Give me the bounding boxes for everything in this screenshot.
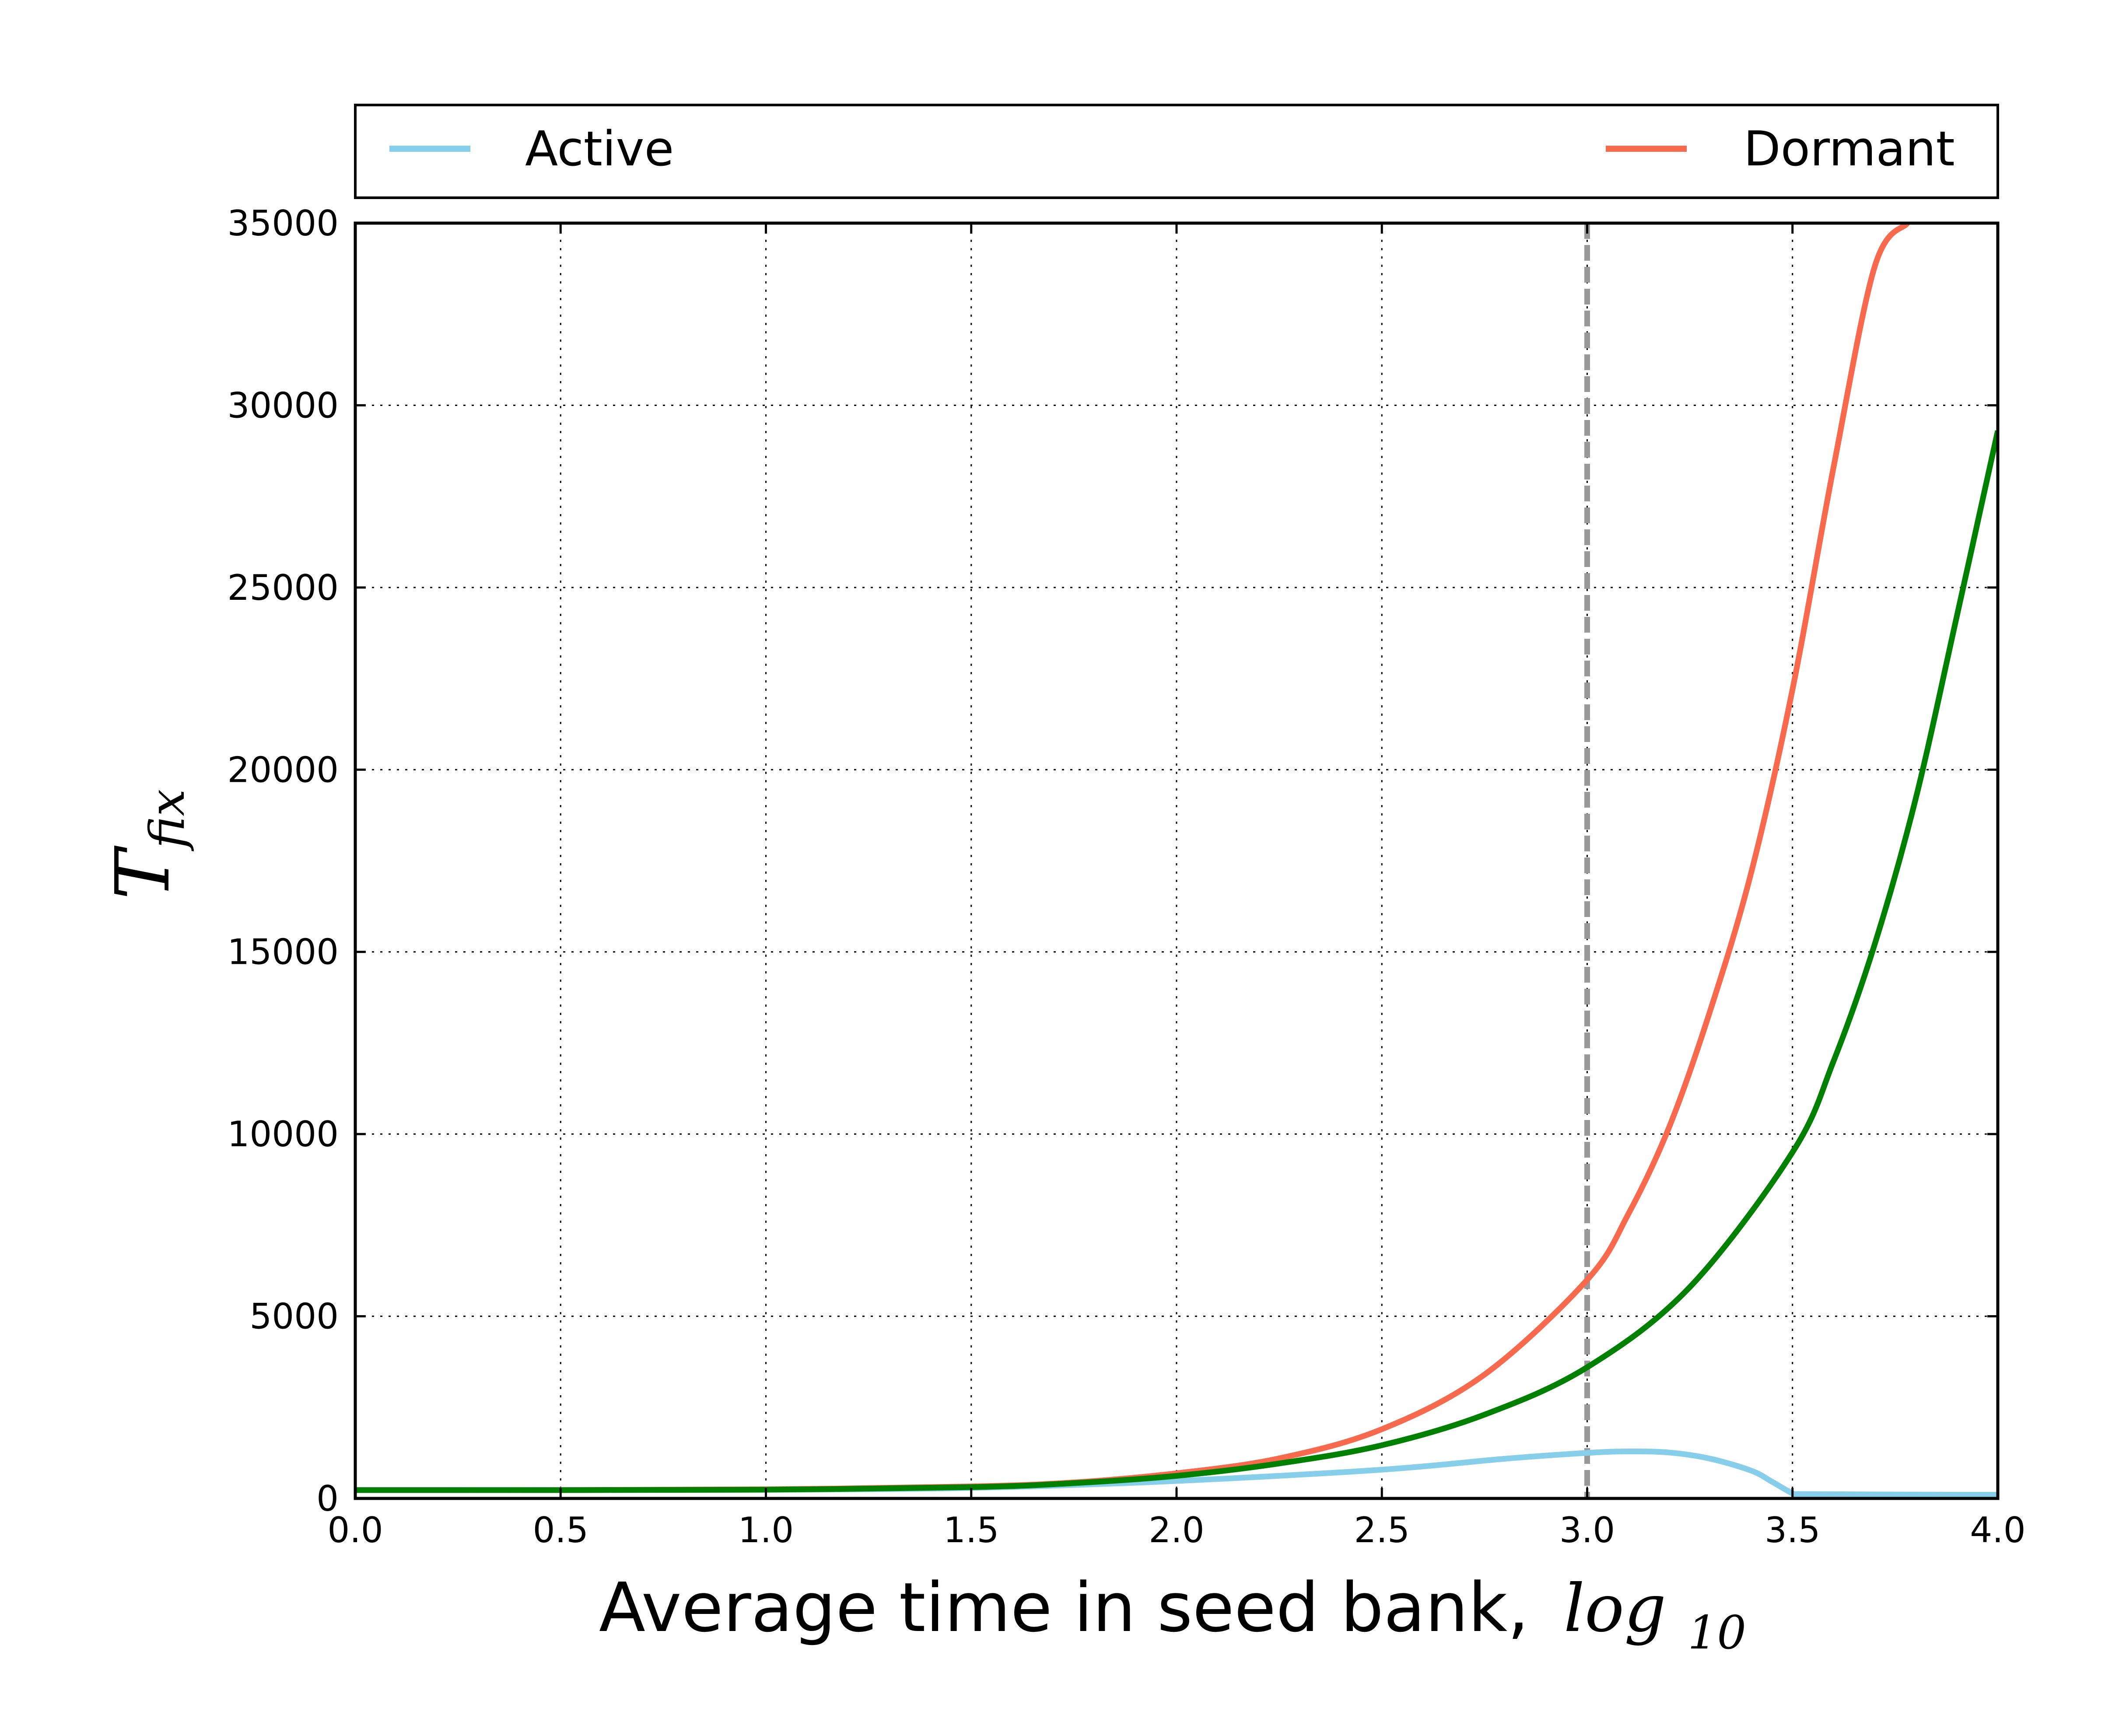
y-tick-label: 10000 [228, 1114, 339, 1155]
legend-label-dormant: Dormant [1744, 121, 1955, 177]
x-tick-label: 4.0 [1970, 1510, 2025, 1550]
ticks: 0.0 0.5 1.0 1.5 2.0 2.5 3.0 3.5 4.0 0 5000 10000 150… [228, 203, 2026, 1550]
series-line-total [355, 430, 1998, 1493]
y-axis-label: T fix [100, 789, 195, 900]
svg-text:T fix: T fix [100, 789, 195, 900]
x-tick-label: 0.5 [533, 1510, 588, 1550]
y-tick-label: 30000 [228, 385, 339, 426]
x-tick-label: 1.5 [943, 1510, 999, 1550]
x-axis-label: Average time in seed bank, log 10 [599, 1568, 1746, 1659]
x-axis-label-text: Average time in seed bank, [599, 1568, 1529, 1647]
x-tick-label: 2.5 [1354, 1510, 1410, 1550]
x-tick-label: 2.0 [1149, 1510, 1204, 1550]
y-axis-label-sub: fix [139, 789, 195, 851]
x-tick-label: 0.0 [327, 1510, 383, 1550]
x-tick-label: 1.0 [738, 1510, 794, 1550]
y-tick-label: 20000 [228, 749, 339, 790]
x-axis-label-math-sub: 10 [1688, 1606, 1746, 1659]
x-axis-label-math: log [1564, 1571, 1666, 1647]
y-tick-label: 15000 [228, 932, 339, 973]
legend: Active Dormant [354, 104, 1999, 199]
y-tick-label: 0 [316, 1478, 339, 1519]
legend-box [354, 104, 1999, 199]
x-tick-label: 3.0 [1559, 1510, 1615, 1550]
x-tick-label: 3.5 [1765, 1510, 1820, 1550]
y-tick-label: 25000 [228, 567, 339, 608]
y-tick-label: 5000 [249, 1296, 339, 1337]
legend-label-active: Active [525, 121, 674, 177]
y-tick-label: 35000 [228, 203, 339, 244]
y-axis-label-main: T [100, 845, 186, 900]
svg-text:Average time in seed bank,: Average time in seed bank, log 10 [599, 1568, 1746, 1659]
